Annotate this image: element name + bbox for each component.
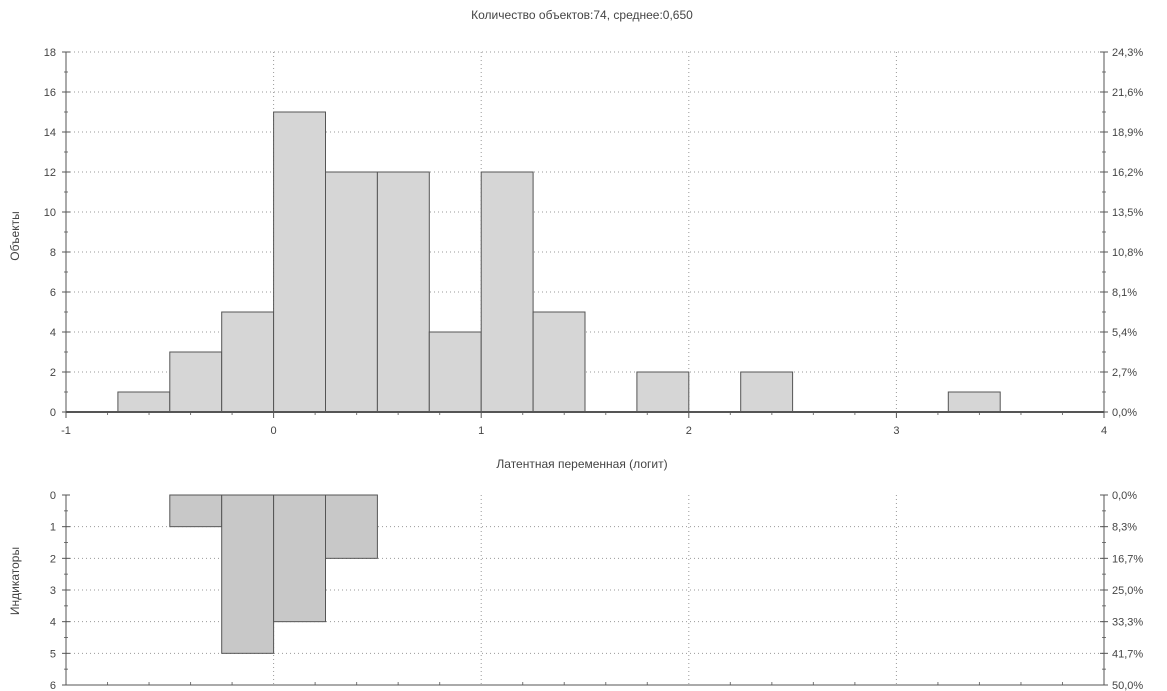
y-tick-label: 2 [50, 367, 56, 379]
y-tick-label: 4 [50, 617, 56, 629]
x-tick-label: 4 [1101, 425, 1107, 437]
y-axis-label-objects: Объекты [8, 211, 22, 261]
indicator-bar [325, 494, 378, 559]
y2-tick-label: 0,0% [1112, 490, 1137, 502]
y-tick-label: 14 [44, 127, 56, 139]
histogram-bar [947, 391, 1001, 413]
y2-tick-label: 16,7% [1112, 553, 1143, 565]
histogram-bar [325, 171, 378, 413]
histogram-bar [740, 371, 794, 413]
indicator-bar [273, 494, 327, 623]
chart-title: Количество объектов:74, среднее:0,650 [471, 8, 693, 22]
y-tick-label: 6 [50, 680, 56, 691]
y-tick-label: 0 [50, 490, 56, 502]
x-tick-label: -1 [61, 425, 71, 437]
y-tick-label: 18 [44, 47, 56, 59]
x-tick-label: 2 [686, 425, 692, 437]
histogram-panel: 0 0,0%2 2,7%4 5,4%6 8,1%8 10,8%10 13,5%12 16,2%… [44, 47, 1144, 437]
y2-tick-label: 0,0% [1112, 407, 1137, 419]
histogram-bar [169, 351, 223, 413]
y2-tick-label: 8,1% [1112, 287, 1137, 299]
y2-tick-label: 10,8% [1112, 247, 1143, 259]
y-tick-label: 0 [50, 407, 56, 419]
x-tick-label: 0 [271, 425, 277, 437]
y-tick-label: 6 [50, 287, 56, 299]
histogram-bar [480, 171, 534, 413]
histogram-bar [273, 111, 327, 413]
histogram-bar [117, 391, 171, 413]
y-tick-label: 10 [44, 207, 56, 219]
histogram-bar [221, 311, 275, 413]
y2-tick-label: 24,3% [1112, 47, 1143, 59]
histogram-bar [376, 171, 430, 413]
y2-tick-label: 41,7% [1112, 648, 1143, 660]
y2-tick-label: 2,7% [1112, 367, 1137, 379]
y-tick-label: 3 [50, 585, 56, 597]
x-tick-label: 3 [893, 425, 899, 437]
y2-tick-label: 50,0% [1112, 680, 1143, 691]
y2-tick-label: 13,5% [1112, 207, 1143, 219]
y-tick-label: 8 [50, 247, 56, 259]
y-tick-label: 1 [50, 522, 56, 534]
y-tick-label: 12 [44, 167, 56, 179]
y-tick-label: 4 [50, 327, 56, 339]
y-tick-label: 16 [44, 87, 56, 99]
x-tick-label: 1 [478, 425, 484, 437]
x-axis-label: Латентная переменная (логит) [496, 457, 667, 471]
indicator-panel: 0 0,0% 1 8,3% 2 16,7% 3 25,0% 4 33,3% 5 41,7% 6 50,0% [50, 490, 1144, 691]
y-axis-label-indicators: Индикаторы [8, 547, 22, 615]
y2-tick-label: 33,3% [1112, 617, 1143, 629]
y2-tick-label: 18,9% [1112, 127, 1143, 139]
histogram-bar [532, 311, 586, 413]
y2-tick-label: 25,0% [1112, 585, 1143, 597]
y2-tick-label: 16,2% [1112, 167, 1143, 179]
y-tick-label: 2 [50, 553, 56, 565]
y2-tick-label: 5,4% [1112, 327, 1137, 339]
y2-tick-label: 21,6% [1112, 87, 1143, 99]
indicator-bar [221, 494, 275, 654]
y-tick-label: 5 [50, 648, 56, 660]
histogram-bar [428, 331, 482, 413]
indicator-bar [169, 494, 223, 528]
y2-tick-label: 8,3% [1112, 522, 1137, 534]
histogram-bar [636, 371, 690, 413]
